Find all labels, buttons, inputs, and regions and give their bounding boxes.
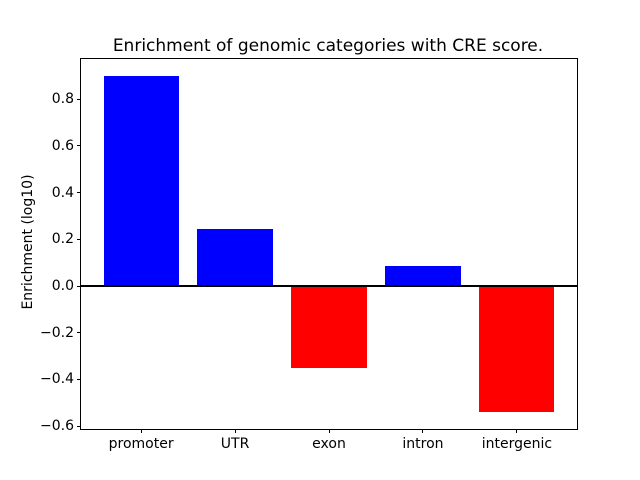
y-tick-label: 0.8	[51, 91, 74, 108]
y-tick-label: 0.4	[51, 184, 74, 201]
y-tick-mark	[77, 285, 81, 287]
y-tick-label: −0.6	[40, 418, 74, 435]
bar-UTR	[197, 228, 273, 287]
y-tick-label: 0.6	[51, 137, 74, 154]
x-tick-mark	[140, 429, 142, 433]
x-tick-mark	[422, 429, 424, 433]
plot-area: 0.8 0.6 0.4 0.2 0.0 −0.2 −0.4 −0.6 promoter UTR ex…	[40, 58, 578, 452]
y-tick-mark	[77, 425, 81, 427]
y-tick-mark	[77, 98, 81, 100]
y-tick-mark	[77, 332, 81, 334]
x-tick-mark	[328, 429, 330, 433]
y-tick-label: 0.2	[51, 231, 74, 248]
x-tick-mark	[234, 429, 236, 433]
x-tick-label-intron: intron	[402, 436, 444, 452]
y-tick-mark	[77, 192, 81, 194]
bar-exon	[291, 286, 367, 368]
zero-line	[81, 285, 577, 288]
x-tick-label-UTR: UTR	[220, 436, 250, 452]
y-tick-mark	[77, 145, 81, 147]
x-tick-label-exon: exon	[312, 436, 346, 452]
x-tick-label-intergenic: intergenic	[481, 436, 553, 452]
y-tick-label: −0.2	[40, 324, 74, 341]
x-tick-mark	[516, 429, 518, 433]
bar-intron	[385, 266, 461, 287]
y-tick-label: 0.0	[51, 278, 74, 295]
chart-title: Enrichment of genomic categories with CR…	[112, 36, 544, 56]
y-tick-mark	[77, 378, 81, 380]
y-tick-label: −0.4	[40, 371, 74, 388]
y-tick-mark	[77, 238, 81, 240]
x-tick-label-promoter: promoter	[108, 436, 174, 452]
bar-intergenic	[479, 286, 555, 413]
y-axis-label-text: Enrichment (log10)	[20, 174, 36, 310]
bar-promoter	[103, 75, 179, 287]
